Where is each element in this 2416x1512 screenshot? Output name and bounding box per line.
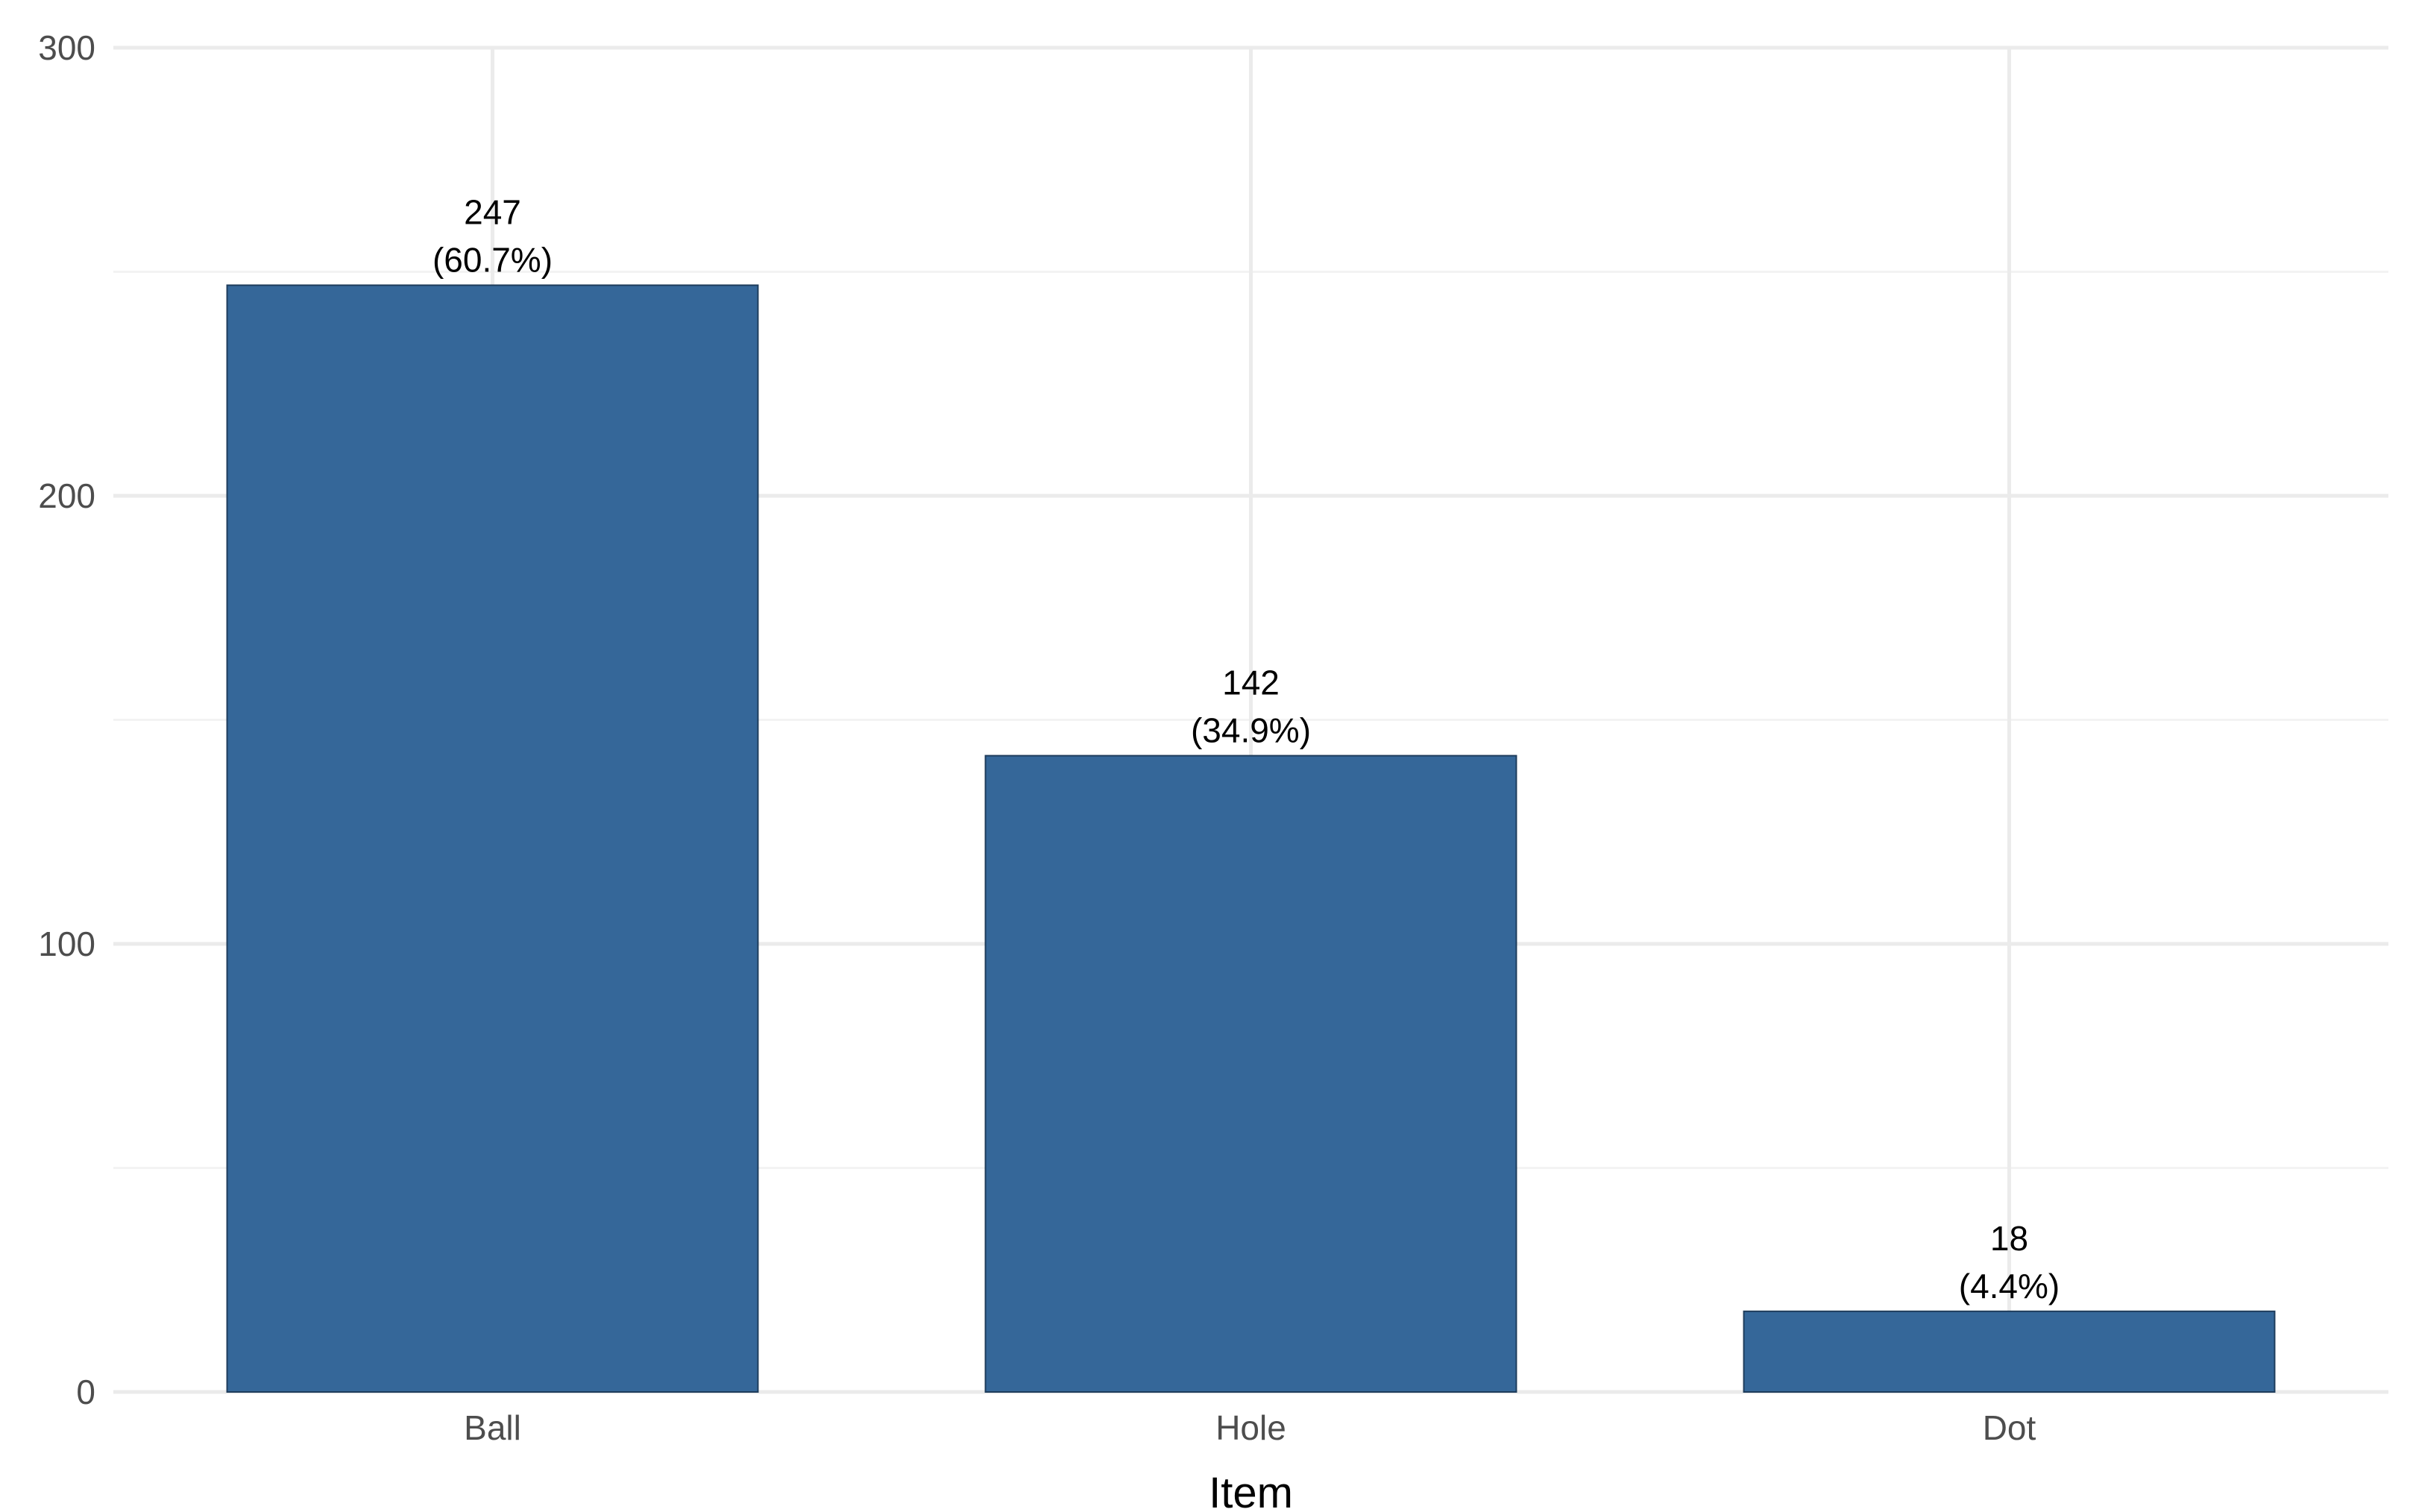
x-tick-label: Hole [1215,1408,1286,1447]
y-tick-label: 300 [38,28,95,67]
bar-value-label: 247 [464,193,521,232]
bar-value-label: 142 [1222,664,1280,702]
y-tick-label: 200 [38,476,95,515]
bar-dot [1743,1310,2276,1393]
bars [226,284,2276,1393]
bar-ball [226,284,759,1393]
bar-percent-label: (60.7%) [432,241,553,280]
data-labels: 247 (60.7%) 142 (34.9%) 18 (4.4%) [432,193,2060,1305]
x-axis-title: Item [1209,1469,1293,1512]
bar-percent-label: (34.9%) [1191,711,1311,750]
bar-value-label: 18 [1990,1219,2028,1258]
y-tick-label: 100 [38,924,95,963]
bar-percent-label: (4.4%) [1959,1267,2060,1305]
x-tick-label: Ball [464,1408,521,1447]
y-tick-label: 0 [76,1373,95,1411]
y-axis-ticks: 0 100 200 300 [38,28,95,1411]
x-tick-label: Dot [1983,1408,2036,1447]
x-axis-ticks: Ball Hole Dot [464,1408,2036,1447]
bar-hole [984,755,1517,1393]
